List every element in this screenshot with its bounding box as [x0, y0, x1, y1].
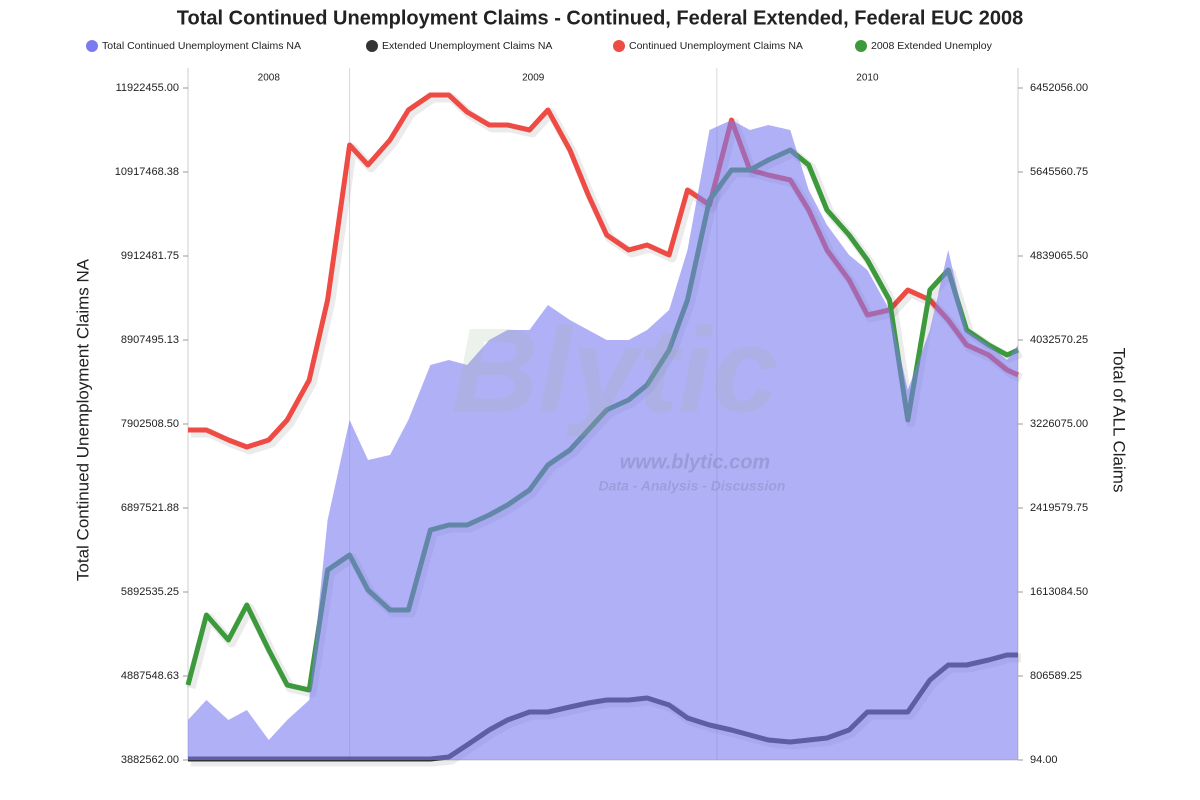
- y-axis-title: Total Continued Unemployment Claims NA: [73, 258, 92, 581]
- y-tick-label: 5892535.25: [121, 586, 179, 598]
- y-tick-label: 4887548.63: [121, 670, 179, 682]
- y2-tick-label: 94.00: [1030, 754, 1058, 766]
- y-tick-label: 6897521.88: [121, 502, 179, 514]
- y2-tick-label: 5645560.75: [1030, 166, 1088, 178]
- y2-axis-title: Total of ALL Claims: [1110, 348, 1129, 493]
- legend-marker: [366, 40, 378, 52]
- y-tick-label: 9912481.75: [121, 250, 179, 262]
- area: [188, 120, 1018, 760]
- y2-tick-label: 1613084.50: [1030, 586, 1088, 598]
- x-band-label: 2009: [522, 73, 545, 84]
- y-tick-label: 11922455.00: [116, 82, 179, 94]
- legend-label: Continued Unemployment Claims NA: [629, 40, 803, 52]
- watermark-url: www.blytic.com: [620, 451, 770, 473]
- legend-marker: [613, 40, 625, 52]
- legend-marker: [855, 40, 867, 52]
- watermark: Blytic www.blytic.com Data - Analysis - …: [452, 304, 786, 494]
- y2-tick-label: 4839065.50: [1030, 250, 1088, 262]
- legend-label: Total Continued Unemployment Claims NA: [102, 40, 301, 52]
- chart-title: Total Continued Unemployment Claims - Co…: [177, 7, 1023, 29]
- y-tick-label: 3882562.00: [121, 754, 179, 766]
- y2-tick-label: 3226075.00: [1030, 418, 1088, 430]
- y2-tick-label: 806589.25: [1030, 670, 1082, 682]
- legend-marker: [86, 40, 98, 52]
- watermark-tagline: Data - Analysis - Discussion: [599, 478, 786, 494]
- y-tick-label: 7902508.50: [121, 418, 179, 430]
- x-band-label: 2010: [856, 73, 879, 84]
- legend-label: 2008 Extended Unemploy: [871, 40, 993, 52]
- y2-tick-label: 4032570.25: [1030, 334, 1088, 346]
- y2-tick-label: 2419579.75: [1030, 502, 1088, 514]
- y-tick-label: 10917468.38: [115, 166, 179, 178]
- watermark-logo: Blytic: [452, 304, 779, 438]
- y2-tick-label: 6452056.00: [1030, 82, 1088, 94]
- legend-label: Extended Unemployment Claims NA: [382, 40, 552, 52]
- y-tick-label: 8907495.13: [121, 334, 179, 346]
- x-band-label: 2008: [258, 73, 281, 84]
